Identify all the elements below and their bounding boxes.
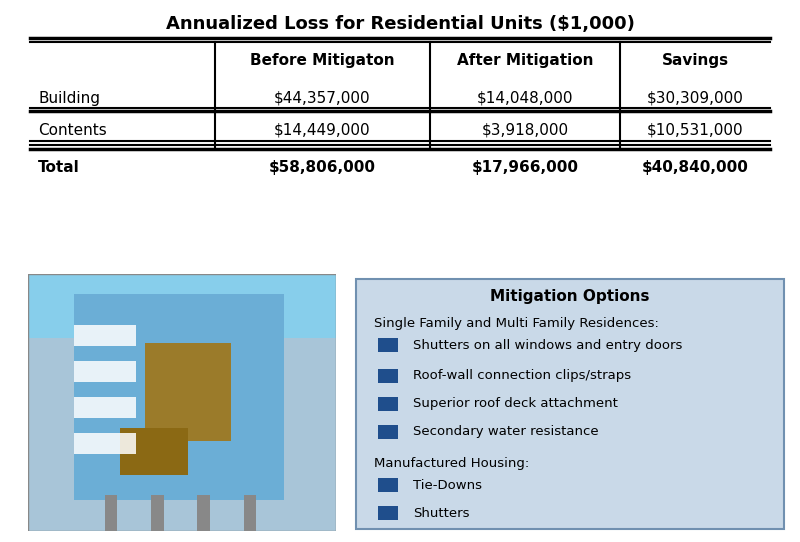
Text: Shutters: Shutters	[413, 507, 470, 520]
Bar	[74, 325, 136, 346]
Text: Superior roof deck attachment: Superior roof deck attachment	[413, 397, 618, 410]
Text: $10,531,000: $10,531,000	[646, 122, 743, 138]
Text: Total: Total	[38, 159, 80, 175]
FancyBboxPatch shape	[356, 279, 784, 528]
Text: Annualized Loss for Residential Units ($1,000): Annualized Loss for Residential Units ($…	[166, 15, 634, 33]
Bar	[378, 338, 398, 352]
Text: Roof-wall connection clips/straps: Roof-wall connection clips/straps	[413, 369, 631, 382]
Text: Shutters on all windows and entry doors: Shutters on all windows and entry doors	[413, 339, 682, 352]
Bar	[74, 397, 136, 418]
Bar	[244, 495, 256, 531]
Bar	[28, 338, 336, 531]
Text: Before Mitigaton: Before Mitigaton	[250, 53, 394, 68]
Text: $3,918,000: $3,918,000	[482, 122, 569, 138]
Text: Single Family and Multi Family Residences:: Single Family and Multi Family Residence…	[374, 317, 658, 330]
Bar	[121, 428, 188, 475]
Text: Manufactured Housing:: Manufactured Housing:	[374, 457, 529, 470]
Text: Secondary water resistance: Secondary water resistance	[413, 425, 598, 438]
Text: Building: Building	[38, 91, 100, 106]
Text: $30,309,000: $30,309,000	[646, 91, 743, 106]
Bar	[378, 425, 398, 439]
Text: $40,840,000: $40,840,000	[642, 159, 749, 175]
Text: Tie-Downs: Tie-Downs	[413, 479, 482, 492]
Bar	[74, 294, 284, 500]
Text: $44,357,000: $44,357,000	[274, 91, 370, 106]
Text: $58,806,000: $58,806,000	[269, 159, 375, 175]
Bar	[28, 274, 336, 338]
Bar	[105, 495, 118, 531]
Text: $14,449,000: $14,449,000	[274, 122, 370, 138]
Bar	[378, 506, 398, 520]
Text: Savings: Savings	[662, 53, 729, 68]
Text: After Mitigation: After Mitigation	[457, 53, 594, 68]
Bar	[378, 369, 398, 383]
Text: Mitigation Options: Mitigation Options	[490, 289, 650, 304]
Bar	[151, 495, 163, 531]
Text: $14,048,000: $14,048,000	[477, 91, 574, 106]
Bar	[378, 397, 398, 411]
Bar	[74, 361, 136, 382]
Text: $17,966,000: $17,966,000	[471, 159, 578, 175]
Bar	[145, 343, 231, 441]
Bar	[74, 434, 136, 454]
Text: Contents: Contents	[38, 122, 106, 138]
Bar	[378, 478, 398, 492]
Bar	[198, 495, 210, 531]
